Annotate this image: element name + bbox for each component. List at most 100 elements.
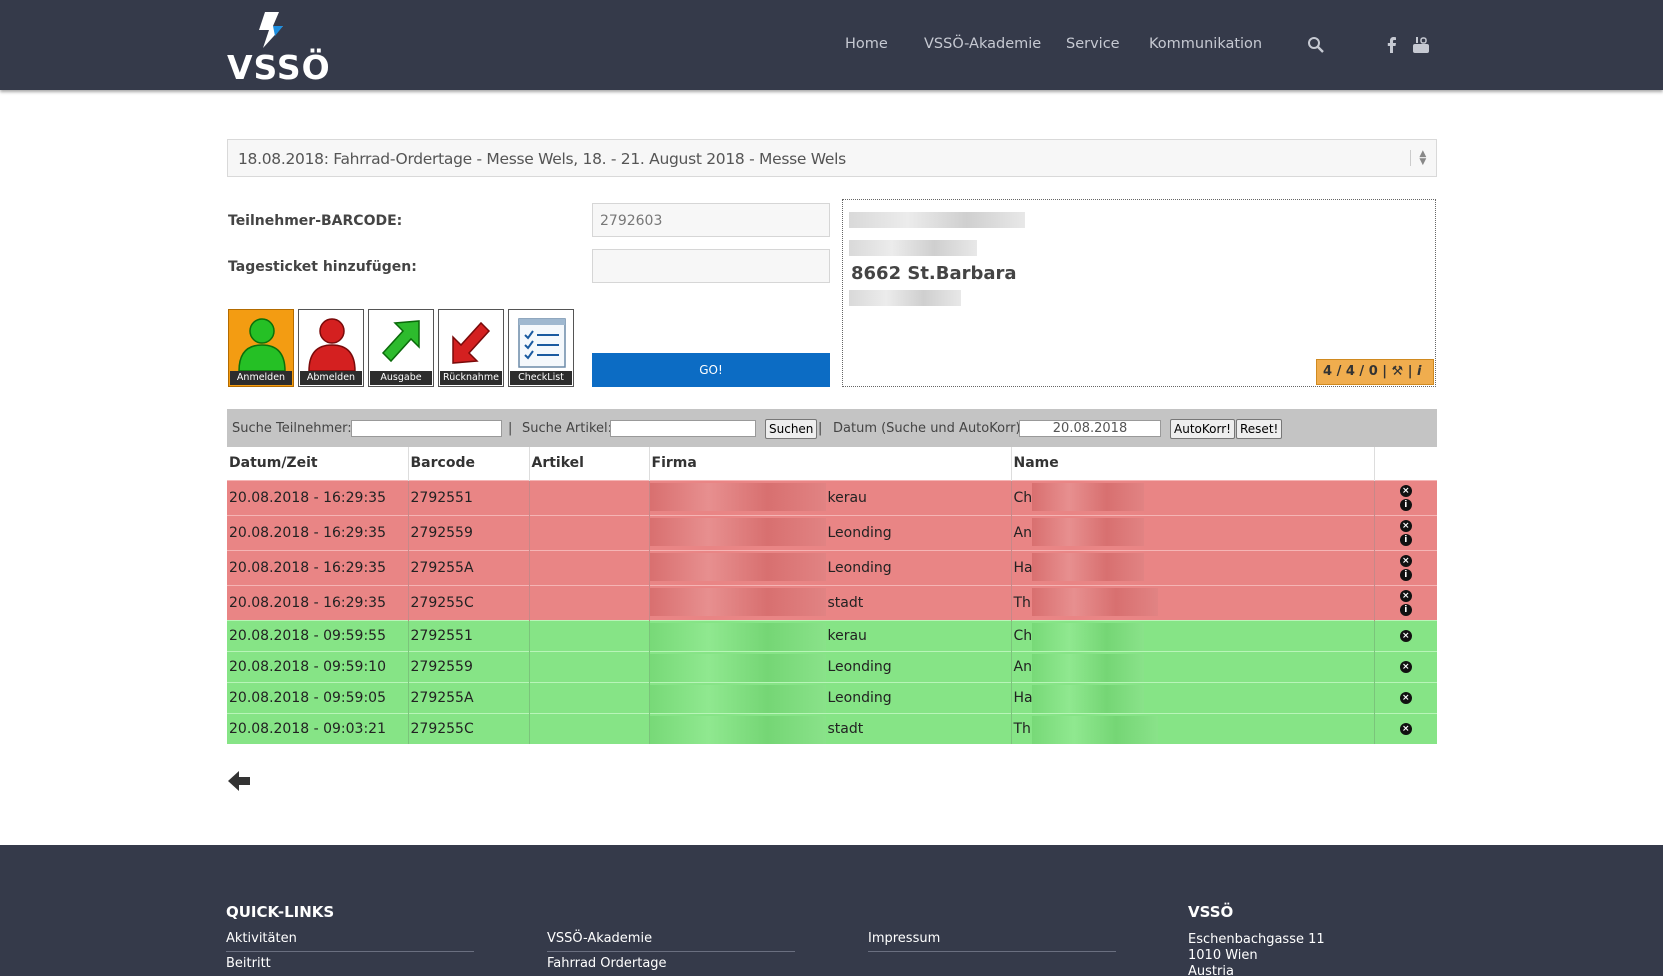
col-barcode[interactable]: Barcode (408, 447, 530, 480)
artikel-search-input[interactable] (610, 420, 756, 437)
counter-badge[interactable]: 4 / 4 / 0 | ⚒ | i (1316, 359, 1434, 385)
cell-actions: × (1374, 619, 1437, 651)
youtube-icon[interactable] (1412, 36, 1430, 54)
teilnehmer-search-input[interactable] (351, 420, 502, 437)
suchen-button[interactable]: Suchen (765, 419, 818, 439)
firma-visible-text: kerau (827, 627, 867, 644)
barcode-input[interactable]: 2792603 (592, 203, 830, 237)
tools-icon[interactable]: | ⚒ | (1382, 364, 1418, 379)
info-icon[interactable]: i (1399, 568, 1412, 581)
cell-actions: × i (1374, 514, 1437, 550)
firma-visible-text: Leonding (827, 689, 892, 706)
ausgabe-button[interactable]: Ausgabe (368, 309, 434, 387)
nav-service[interactable]: Service (1066, 36, 1120, 52)
anmelden-button[interactable]: Anmelden (228, 309, 294, 387)
cell-actions: × (1374, 681, 1437, 713)
cell-firma: Leonding (649, 514, 1012, 550)
footer-link-ordertage[interactable]: Fahrrad Ordertage (547, 956, 667, 971)
cell-datetime: 20.08.2018 - 16:29:35 (227, 584, 409, 620)
arrow-up-green-icon (381, 320, 420, 363)
delete-icon[interactable]: × (1399, 722, 1412, 735)
cell-artikel (529, 514, 650, 550)
delete-icon[interactable]: × (1399, 691, 1412, 704)
firma-visible-text: stadt (827, 720, 864, 737)
ausgabe-label: Ausgabe (370, 371, 432, 385)
delete-icon[interactable]: × (1399, 554, 1412, 567)
col-datum[interactable]: Datum/Zeit (227, 447, 409, 480)
delete-icon[interactable]: × (1399, 629, 1412, 642)
nav-akademie[interactable]: VSSÖ-Akademie (924, 36, 1042, 52)
table-row: 20.08.2018 - 16:29:35 279255A Leonding Ha × i (227, 549, 1437, 585)
info-icon[interactable]: i (1417, 364, 1422, 379)
table-row: 20.08.2018 - 16:29:35 2792551 kerau Ch × i (227, 479, 1437, 515)
table-row: 20.08.2018 - 09:03:21 279255C stadt Th × (227, 712, 1437, 744)
redacted-text (649, 715, 826, 744)
cell-name: Th (1011, 584, 1375, 620)
datum-input[interactable]: 20.08.2018 (1019, 420, 1161, 437)
separator: | (508, 421, 513, 436)
table-row: 20.08.2018 - 09:59:55 2792551 kerau Ch × (227, 619, 1437, 651)
redacted-text (649, 653, 826, 682)
col-firma[interactable]: Firma (649, 447, 1012, 480)
cell-barcode: 279255A (408, 681, 530, 713)
autokorr-button[interactable]: AutoKorr! (1170, 419, 1235, 439)
table-row: 20.08.2018 - 16:29:35 2792559 Leonding An × i (227, 514, 1437, 550)
footer-link-beitritt[interactable]: Beitritt (226, 956, 271, 971)
name-visible-text: Ch (1013, 489, 1033, 506)
footer-link-aktivitaeten[interactable]: Aktivitäten (226, 931, 474, 952)
redacted-text (1031, 552, 1144, 581)
delete-icon[interactable]: × (1399, 589, 1412, 602)
col-artikel[interactable]: Artikel (529, 447, 650, 480)
cell-barcode: 2792559 (408, 514, 530, 550)
vsso-logo[interactable]: VSSÖ (227, 10, 330, 87)
cell-datetime: 20.08.2018 - 16:29:35 (227, 549, 409, 585)
cell-name: An (1011, 514, 1375, 550)
footer-link-impressum[interactable]: Impressum (868, 931, 1116, 952)
cell-datetime: 20.08.2018 - 09:59:55 (227, 619, 409, 651)
search-icon[interactable] (1307, 36, 1325, 54)
info-icon[interactable]: i (1399, 603, 1412, 616)
facebook-icon[interactable] (1383, 36, 1401, 54)
nav-home[interactable]: Home (845, 36, 888, 52)
cell-datetime: 20.08.2018 - 09:03:21 (227, 712, 409, 744)
cell-barcode: 279255C (408, 712, 530, 744)
cell-artikel (529, 584, 650, 620)
cell-firma: kerau (649, 619, 1012, 651)
ruecknahme-button[interactable]: Rücknahme (438, 309, 504, 387)
delete-icon[interactable]: × (1399, 519, 1412, 532)
site-header: VSSÖ Home VSSÖ-Akademie Service Kommunik… (0, 0, 1663, 90)
cell-barcode: 2792551 (408, 619, 530, 651)
name-visible-text: Th (1013, 594, 1031, 611)
info-icon[interactable]: i (1399, 533, 1412, 546)
tagesticket-input[interactable] (592, 249, 830, 283)
info-icon[interactable]: i (1399, 498, 1412, 511)
cell-name: An (1011, 650, 1375, 682)
cell-firma: kerau (649, 479, 1012, 515)
cell-firma: Leonding (649, 681, 1012, 713)
col-name[interactable]: Name (1011, 447, 1375, 480)
redacted-text (1031, 482, 1144, 511)
name-visible-text: An (1013, 524, 1032, 541)
cell-datetime: 20.08.2018 - 16:29:35 (227, 479, 409, 515)
nav-kommunikation[interactable]: Kommunikation (1149, 36, 1263, 52)
reset-button[interactable]: Reset! (1236, 419, 1283, 439)
footer-link-akademie[interactable]: VSSÖ-Akademie (547, 931, 795, 952)
redacted-text (1031, 517, 1144, 546)
delete-icon[interactable]: × (1399, 484, 1412, 497)
redacted-text (849, 212, 1025, 228)
checklist-button[interactable]: CheckList (508, 309, 574, 387)
redacted-text (1031, 587, 1158, 616)
abmelden-button[interactable]: Abmelden (298, 309, 364, 387)
redacted-text (849, 290, 961, 306)
cell-artikel (529, 681, 650, 713)
delete-icon[interactable]: × (1399, 660, 1412, 673)
redacted-text (649, 517, 826, 546)
event-select[interactable]: 18.08.2018: Fahrrad-Ordertage - Messe We… (227, 139, 1437, 177)
go-button[interactable]: GO! (592, 353, 830, 387)
back-arrow-icon[interactable] (227, 769, 251, 793)
redacted-text (649, 552, 826, 581)
ruecknahme-label: Rücknahme (440, 371, 502, 385)
cell-actions: × (1374, 712, 1437, 744)
cell-datetime: 20.08.2018 - 09:59:10 (227, 650, 409, 682)
barcode-label: Teilnehmer-BARCODE: (228, 213, 403, 229)
